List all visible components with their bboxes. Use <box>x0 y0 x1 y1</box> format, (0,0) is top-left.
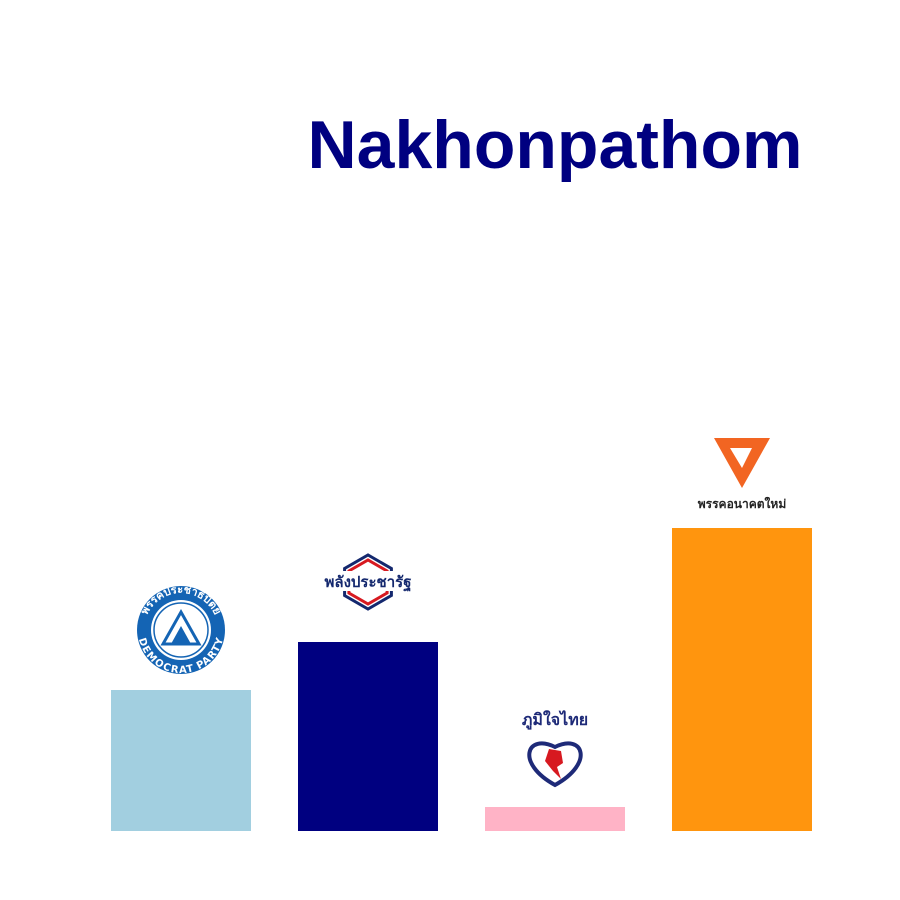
future-forward-logo: พรรคอนาคตใหม่ <box>698 438 786 511</box>
bar-4 <box>672 528 812 831</box>
bar-3 <box>485 807 625 831</box>
logo-text: พลังประชารัฐ <box>325 573 412 592</box>
bar-1 <box>111 690 251 831</box>
palang-pracharath-logo: พลังประชารัฐ <box>322 553 414 611</box>
logo-text: ภูมิใจไทย <box>522 710 588 731</box>
bar-2 <box>298 642 438 831</box>
bhumjaithai-logo: ภูมิใจไทย <box>522 710 588 788</box>
democrat-party-logo: พรรคประชาธิปัตย์DEMOCRAT PARTY <box>136 583 227 677</box>
logo-text: พรรคอนาคตใหม่ <box>698 496 786 511</box>
chart-title: Nakhonpathom <box>308 107 803 183</box>
